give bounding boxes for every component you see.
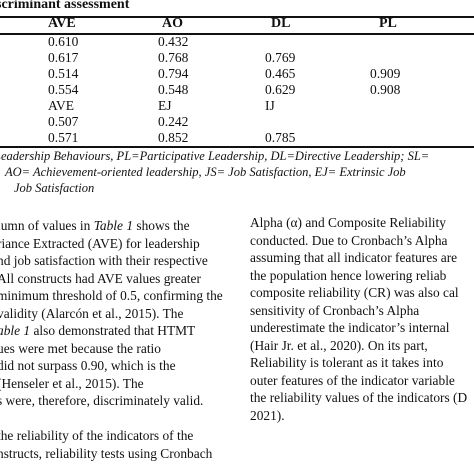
left-column-line: nstructs, reliability tests using Cronba… (0, 445, 213, 461)
right-column-line: Alpha (α) and Composite Reliability (250, 215, 446, 230)
left-column-line: All constructs had AVE values greater (0, 270, 201, 286)
table-cell: 0.548 (158, 81, 189, 97)
table-cell: 0.629 (265, 81, 296, 97)
left-column-line: s were, therefore, discriminately valid. (0, 393, 204, 408)
table-cell: 0.908 (370, 81, 401, 97)
header-ao: AO (162, 16, 183, 31)
table-cell: 0.769 (265, 49, 296, 65)
table-cell: AVE (48, 97, 75, 113)
table-cell: 0.465 (265, 65, 296, 81)
table-cell: 0.514 (48, 65, 79, 81)
table-title: scriminant assessment (0, 0, 130, 12)
left-column-line: riance Extracted (AVE) for leadership (0, 235, 200, 251)
right-column-line: sensitivity of Cronbach’s Alpha (250, 302, 420, 318)
table-cell: 0.507 (48, 113, 79, 129)
table-cell: 0.794 (158, 65, 189, 81)
right-column-line: 2021). (250, 407, 285, 423)
table-cell: 0.432 (158, 33, 189, 49)
left-column-line: the reliability of the indicators of the (0, 428, 194, 443)
table-cell: 0.852 (158, 129, 189, 145)
right-column-line: underestimate the indicator’s internal (250, 320, 450, 335)
left-column-line: (Henseler et al., 2015). The (0, 375, 144, 391)
right-column-line: outer features of the indicator variable (250, 372, 455, 388)
table-cell: 0.785 (265, 129, 296, 145)
table-cell: 0.617 (48, 49, 79, 65)
table-cell: 0.242 (158, 113, 189, 129)
table-cell: 0.768 (158, 49, 189, 65)
header-ave: AVE (48, 16, 76, 31)
right-column-line: the reliability values of the indicators… (250, 390, 468, 405)
table-cell: 0.554 (48, 81, 79, 97)
left-column-line: minimum threshold of 0.5, confirming the (0, 288, 223, 303)
left-column-line: nd job satisfaction with their respectiv… (0, 253, 208, 268)
left-column-line: did not surpass 0.90, which is the (0, 358, 176, 373)
header-dl: DL (271, 16, 291, 31)
table-note: Job Satisfaction (14, 181, 95, 195)
table-cell: EJ (158, 97, 172, 113)
table-cell: 0.610 (48, 33, 79, 49)
left-column-line: validity (Alarcón et al., 2015). The (0, 305, 184, 321)
table-cell: 0.909 (370, 65, 401, 81)
table-note: AO= Achievement-oriented leadership, JS=… (5, 165, 406, 179)
left-column-line: ues were met because the ratio (0, 340, 161, 356)
left-column-line: lumn of values in Table 1 shows the (0, 218, 190, 233)
table-note: Leadership Behaviours, PL=Participative … (0, 149, 430, 163)
table-cell: IJ (265, 97, 275, 113)
table-header-rule (0, 33, 474, 35)
table-bottom-rule (0, 146, 474, 148)
right-column-line: assuming that all indicator features are (250, 250, 458, 265)
right-column-line: conducted. Due to Cronbach’s Alpha (250, 232, 448, 248)
left-column-line: able 1 also demonstrated that HTMT (0, 323, 196, 338)
table-top-rule (0, 16, 474, 18)
header-pl: PL (379, 16, 397, 31)
right-column-line: composite reliability (CR) was also cal (250, 285, 459, 300)
right-column-line: Reliability is tolerant as it takes into (250, 355, 444, 370)
right-column-line: (Hair Jr. et al., 2020). On its part, (250, 337, 428, 353)
table-cell: 0.571 (48, 129, 79, 145)
right-column-line: the population hence lowering reliab (250, 267, 447, 283)
